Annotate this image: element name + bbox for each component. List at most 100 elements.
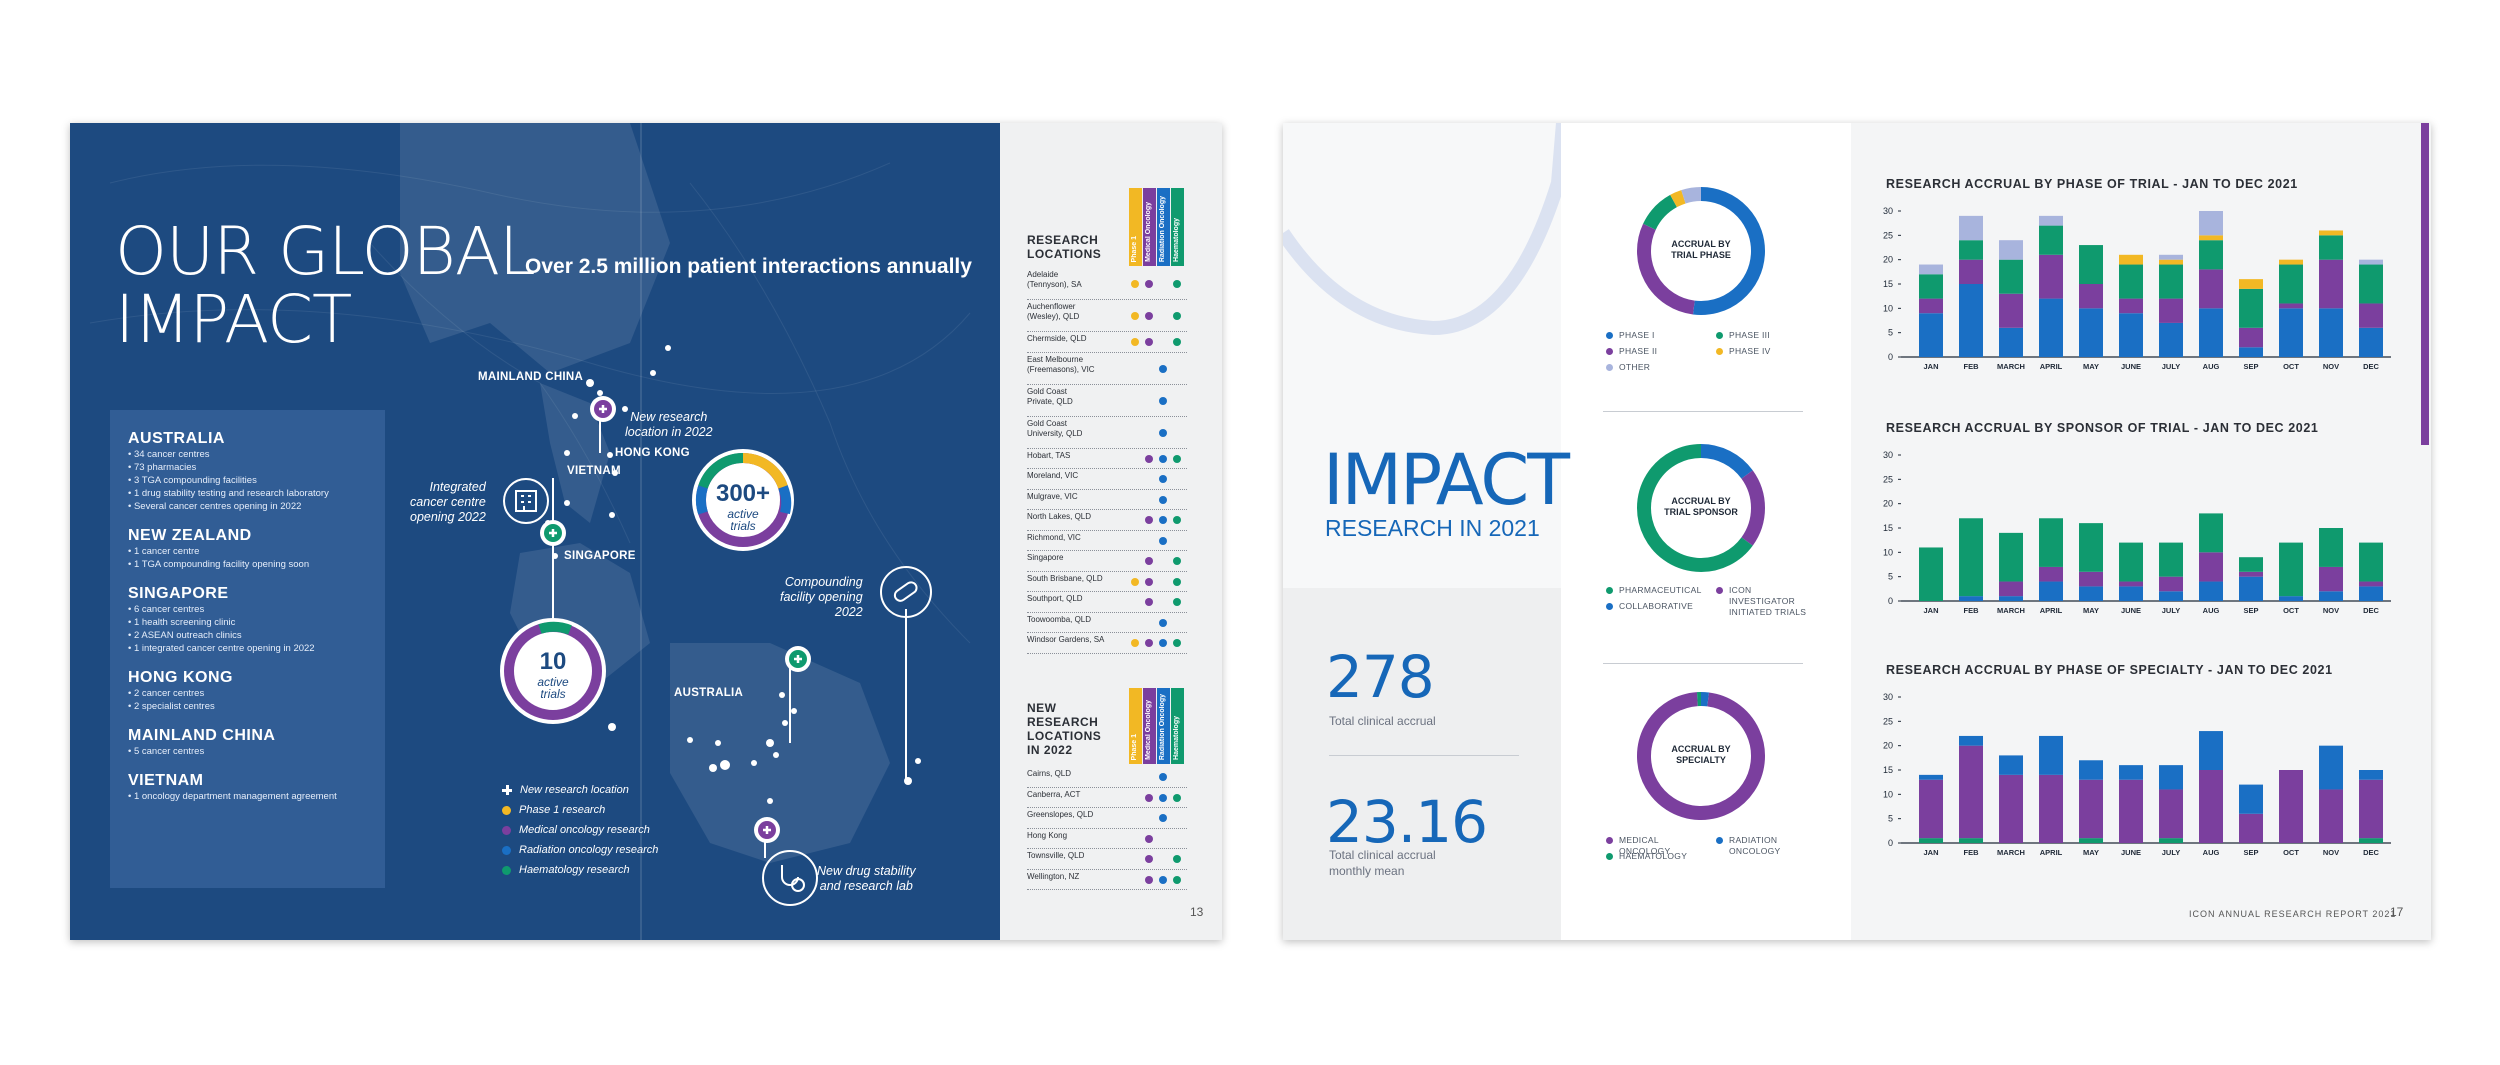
x-tick-label: NOV [2323,848,2339,857]
impact-title: IMPACT [1323,439,1570,521]
research-type-dot [1173,280,1181,288]
bar-segment [2039,298,2063,357]
location-row: Townsville, QLD [1027,849,1187,870]
bar-segment [2359,581,2383,587]
bar-segment [1999,240,2023,260]
research-type-dot [1173,557,1181,566]
x-tick-label: SEP [2243,606,2258,615]
singapore-plus-icon [540,520,566,546]
x-tick-label: AUG [2203,848,2220,857]
y-tick-label: 15 [1883,523,1893,533]
location-name: North Lakes, QLD [1027,512,1092,521]
bar-segment [1919,547,1943,601]
y-tick-label: 20 [1883,255,1893,265]
bar-segment [1919,838,1943,843]
bar-segment [2199,731,2223,770]
x-tick-label: JULY [2162,362,2180,371]
donut-slice [1700,444,1753,479]
legend-dot-icon [1606,853,1613,860]
stats-divider [1329,755,1519,756]
bar-segment [1959,284,1983,357]
bar-segment [2119,586,2143,601]
x-tick-label: MARCH [1997,848,2025,857]
bar-charts: RESEARCH ACCRUAL BY PHASE OF TRIAL - JAN… [1851,123,2421,940]
location-name: Hobart, TAS [1027,450,1071,460]
donut-legend-item: COLLABORATIVE [1606,601,1693,612]
location-name: Cairns, QLD [1027,769,1072,778]
location-row: Greenslopes, QLD [1027,808,1187,829]
region-detail-line: • 1 health screening clinic [128,617,236,628]
bar-segment [1999,596,2023,601]
region-detail-line: • 73 pharmacies [128,462,197,473]
bar-segment [2079,523,2103,572]
badge-10-caption: active trials [537,675,569,701]
donut-column [1561,123,1851,940]
donut-chart [1637,692,1765,820]
donut-slice [1670,190,1686,208]
bar-segment [2239,784,2263,814]
bar-segment [2319,235,2343,260]
location-row: Mulgrave, VIC [1027,490,1187,510]
y-tick-label: 0 [1888,838,1893,848]
bar-segment [2279,264,2303,304]
region-detail-line: • 1 cancer centre [128,546,200,557]
stats-box [1283,588,1561,940]
bar-segment [1919,774,1943,780]
bar-segment [2079,779,2103,839]
bar-segment [2239,813,2263,843]
bar-segment [1959,215,1983,241]
research-type-dot [1131,312,1139,320]
legend-item: New research location [502,780,658,800]
bar-segment [2079,571,2103,587]
bar-segment [2359,327,2383,357]
location-row: Southport, QLD [1027,592,1187,613]
bar-segment [2079,284,2103,309]
region-detail-line: • 1 drug stability testing and research … [128,488,329,499]
bar-segment [2119,779,2143,843]
legend-dot-icon [502,865,511,875]
legend-dot-icon [1606,348,1613,355]
legend-label: Phase 1 research [519,804,606,816]
x-tick-label: DEC [2363,848,2379,857]
drug-stability-note: New drug stability and research lab [817,864,916,893]
legend-item: Medical oncology research [502,820,658,840]
research-type-dot [1173,454,1181,463]
y-tick-label: 15 [1883,765,1893,775]
location-name: Singapore [1027,553,1064,562]
bar-segment [1959,735,1983,746]
plus-icon [502,785,512,795]
map-label-mainland-china: MAINLAND CHINA [478,371,584,383]
location-row: Wellington, NZ [1027,870,1187,890]
donut-legend-item: PHASE III [1716,330,1770,341]
bar-segment [2239,571,2263,577]
location-row: Richmond, VIC [1027,531,1187,551]
bar-segment [2119,765,2143,780]
location-row: Adelaide (Tennyson), SA [1027,268,1187,300]
legend-item: Radiation oncology research [502,840,658,860]
bar-segment [2239,327,2263,348]
y-tick-label: 30 [1883,692,1893,702]
bar-segment [2359,259,2383,265]
y-tick-label: 25 [1883,474,1893,484]
bar-segment [2039,254,2063,299]
region-detail-line: • Several cancer centres opening in 2022 [128,501,302,512]
stacked-bar-chart: 0 5 10 15 20 25 30 JAN FEB MARCH APRIL MAY JUNE JULY A… [1883,450,2391,615]
page-number-left: 13 [1190,905,1204,919]
map-label-singapore: SINGAPORE [564,550,636,562]
active-trials-300-badge [692,449,794,551]
donut-legend-label: OTHER [1619,362,1651,372]
x-tick-label: APRIL [2040,848,2063,857]
donut-legend-item: OTHER [1606,362,1650,373]
donut-slice [1681,187,1702,204]
y-tick-label: 25 [1883,230,1893,240]
new-research-location-note: New research location in 2022 [625,410,713,439]
x-tick-label: AUG [2203,362,2220,371]
legend-item: Phase 1 research [502,800,658,820]
region-name: HONG KONG [128,669,233,686]
stacked-bar-chart: 0 5 10 15 20 25 30 JAN FEB MARCH APRIL MAY JUNE JULY A… [1883,206,2391,371]
bar-segment [2199,552,2223,582]
y-tick-label: 25 [1883,716,1893,726]
research-type-dot [1159,454,1167,463]
donut-legend-item: PHASE I [1606,330,1655,341]
y-tick-label: 30 [1883,450,1893,460]
